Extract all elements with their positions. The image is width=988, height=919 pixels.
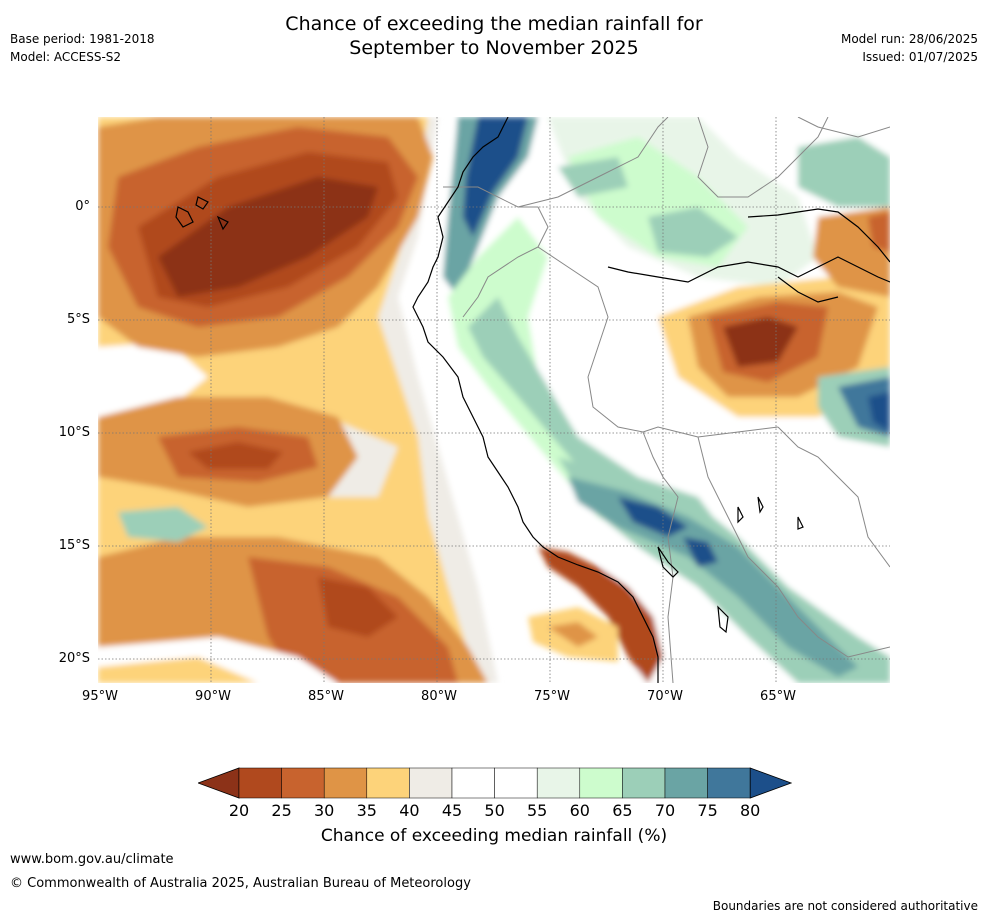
lon-label-80w: 80°W	[421, 689, 457, 704]
colorbar-box	[664, 767, 708, 799]
coastline	[175, 117, 890, 683]
model-name: Model: ACCESS-S2	[10, 50, 122, 64]
lon-label-85w: 85°W	[308, 689, 344, 704]
southeast-darkblue-2	[683, 537, 718, 567]
colorbar-tick-label: 45	[441, 801, 463, 820]
colorbar-arrow-high	[749, 767, 793, 799]
colorbar-tick-label: 20	[228, 801, 250, 820]
colorbar-tick-label: 80	[740, 801, 761, 820]
ocean-darkbrown-middle	[188, 442, 283, 469]
colorbar-tick-label: 35	[356, 801, 377, 820]
lon-label-95w: 95°W	[82, 689, 118, 704]
lon-label-70w: 70°W	[647, 689, 683, 704]
lat-label-0: 0°	[75, 199, 90, 214]
map-title: Chance of exceeding the median rainfall …	[0, 12, 988, 60]
model-run: Model run: 28/06/2025	[840, 32, 978, 46]
ocean-green-patch	[118, 507, 208, 542]
colorbar-tick-label: 25	[271, 801, 292, 820]
colorbar	[196, 767, 793, 803]
footer-url: www.bom.gov.au/climate	[10, 852, 174, 867]
colorbar-tick-label: 40	[399, 801, 420, 820]
title-line-2: September to November 2025	[349, 37, 639, 59]
colorbar-box	[622, 767, 666, 799]
colorbar-box	[451, 767, 495, 799]
northeast-green	[798, 137, 890, 207]
colorbar-arrow-low	[196, 767, 240, 799]
colorbar-box	[536, 767, 581, 799]
lat-label-20s: 20°S	[58, 651, 90, 666]
atacama-brown-strip	[538, 547, 663, 683]
colorbar-box	[409, 767, 453, 799]
lon-label-65w: 65°W	[760, 689, 796, 704]
lat-label-10s: 10°S	[58, 425, 90, 440]
colorbar-box	[707, 767, 751, 799]
colorbar-svg	[196, 767, 793, 799]
amazon-teal-patch	[648, 207, 738, 257]
east-darkblue	[868, 392, 890, 432]
amazon-teal-patch-2	[558, 157, 628, 197]
lat-label-5s: 5°S	[66, 312, 90, 327]
graticule	[98, 117, 890, 683]
meta-right: Model run: 28/06/2025 Issued: 01/07/2025	[841, 30, 978, 66]
colorbar-tick-label: 75	[697, 801, 718, 820]
colorbar-tick-label: 30	[314, 801, 335, 820]
lon-label-90w: 90°W	[195, 689, 231, 704]
base-period: Base period: 1981-2018	[10, 32, 155, 46]
colorbar-tick-label: 60	[569, 801, 590, 820]
footer-copyright: © Commonwealth of Australia 2025, Austra…	[10, 876, 471, 891]
title-line-1: Chance of exceeding the median rainfall …	[285, 13, 703, 35]
colorbar-box	[323, 767, 368, 799]
amazon-darkbrown	[723, 317, 798, 367]
colorbar-ticks: 20 25 30 35 40 45 50 55 60 65 70 75 80	[0, 801, 988, 821]
colorbar-label: Chance of exceeding median rainfall (%)	[320, 826, 668, 846]
ocean-beige-south	[98, 657, 258, 683]
footer-note: Boundaries are not considered authoritat…	[712, 899, 978, 913]
country-borders	[443, 117, 890, 683]
issued-date: Issued: 01/07/2025	[862, 50, 978, 64]
map-svg	[98, 117, 890, 683]
lat-label-15s: 15°S	[58, 538, 90, 553]
lon-label-75w: 75°W	[534, 689, 570, 704]
colorbar-tick-label: 70	[654, 801, 676, 820]
ocean-darkbrown-south	[318, 577, 398, 637]
colorbar-box	[238, 767, 282, 799]
colorbar-box	[494, 767, 538, 799]
meta-left: Base period: 1981-2018 Model: ACCESS-S2	[10, 30, 155, 66]
andes-darkblue-north	[463, 117, 528, 237]
colorbar-box	[281, 767, 325, 799]
colorbar-box	[579, 767, 623, 799]
rainfall-map	[98, 117, 890, 683]
south-orange-patch	[548, 622, 598, 647]
colorbar-box	[366, 767, 410, 799]
colorbar-tick-label: 50	[484, 801, 505, 820]
coastal-green-belt	[448, 217, 698, 547]
southeast-blue	[568, 477, 858, 677]
colorbar-tick-label: 55	[527, 801, 548, 820]
colorbar-tick-label: 65	[612, 801, 633, 820]
